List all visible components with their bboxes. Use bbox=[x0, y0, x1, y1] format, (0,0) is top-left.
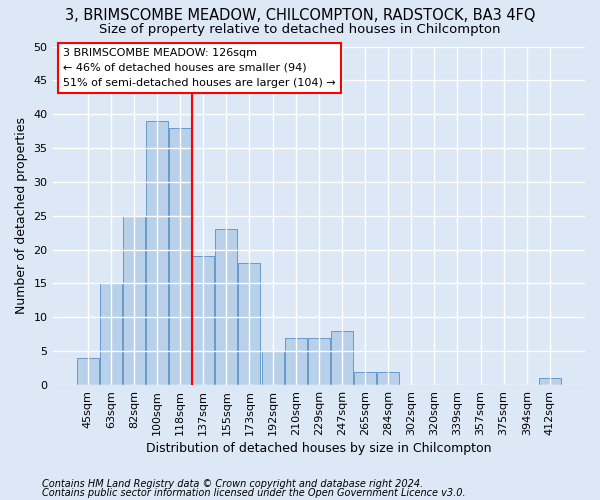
Bar bbox=[215, 230, 238, 385]
Bar bbox=[262, 351, 284, 385]
Bar bbox=[169, 128, 191, 385]
Bar bbox=[377, 372, 399, 385]
Text: Contains public sector information licensed under the Open Government Licence v3: Contains public sector information licen… bbox=[42, 488, 466, 498]
Bar bbox=[77, 358, 98, 385]
Bar bbox=[100, 284, 122, 385]
Text: Contains HM Land Registry data © Crown copyright and database right 2024.: Contains HM Land Registry data © Crown c… bbox=[42, 479, 423, 489]
Bar bbox=[238, 263, 260, 385]
Bar bbox=[192, 256, 214, 385]
Bar bbox=[284, 338, 307, 385]
Bar bbox=[331, 331, 353, 385]
Bar bbox=[354, 372, 376, 385]
Text: 3 BRIMSCOMBE MEADOW: 126sqm
← 46% of detached houses are smaller (94)
51% of sem: 3 BRIMSCOMBE MEADOW: 126sqm ← 46% of det… bbox=[63, 48, 336, 88]
Bar bbox=[308, 338, 330, 385]
Bar bbox=[123, 216, 145, 385]
Text: Size of property relative to detached houses in Chilcompton: Size of property relative to detached ho… bbox=[99, 22, 501, 36]
Bar bbox=[539, 378, 561, 385]
Bar bbox=[146, 121, 168, 385]
Text: 3, BRIMSCOMBE MEADOW, CHILCOMPTON, RADSTOCK, BA3 4FQ: 3, BRIMSCOMBE MEADOW, CHILCOMPTON, RADST… bbox=[65, 8, 535, 22]
X-axis label: Distribution of detached houses by size in Chilcompton: Distribution of detached houses by size … bbox=[146, 442, 491, 455]
Y-axis label: Number of detached properties: Number of detached properties bbox=[15, 118, 28, 314]
